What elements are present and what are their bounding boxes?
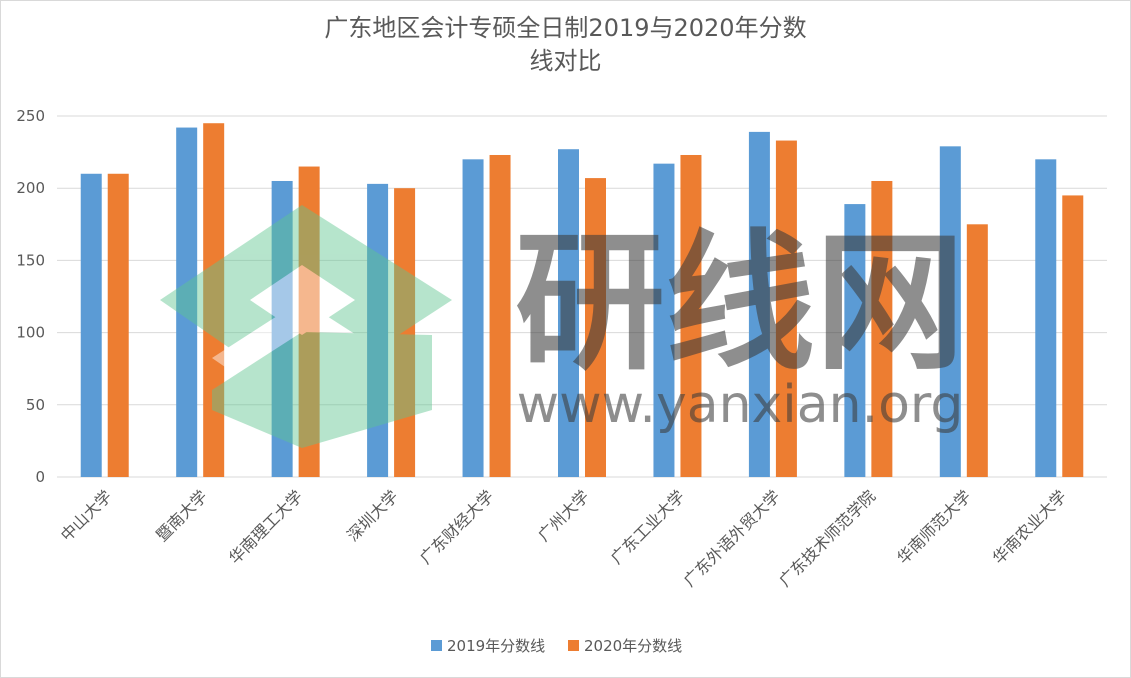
chart-title-line1: 广东地区会计专硕全日制2019与2020年分数: [324, 14, 807, 42]
x-tick-label: 深圳大学: [343, 486, 402, 545]
bars: [80, 123, 1084, 478]
logo-icon: [160, 205, 452, 448]
x-tick-label: 广东外语外贸大学: [680, 486, 784, 590]
y-tick-label: 50: [26, 396, 45, 414]
watermark: 研线网 www.yanxian.org: [160, 205, 965, 448]
x-tick-label: 华南农业大学: [989, 486, 1070, 567]
bar-2019-6: [653, 163, 675, 478]
bar-2020-5: [585, 178, 606, 478]
y-tick-label: 150: [16, 251, 45, 269]
x-tick-label: 广东技术师范学院: [775, 486, 879, 590]
y-axis-ticks: 0 50 100 150 200 250: [16, 107, 45, 486]
bar-2020-10: [1062, 195, 1084, 478]
x-tick-label: 华南理工大学: [225, 486, 306, 567]
legend-swatch: [568, 640, 579, 651]
bar-2020-3: [394, 188, 416, 477]
bar-2019-0: [80, 173, 102, 477]
x-tick-label: 华南师范大学: [893, 486, 974, 567]
y-tick-label: 250: [16, 107, 45, 125]
bar-2019-9: [939, 146, 961, 477]
bar-2019-1: [176, 127, 198, 477]
x-axis-labels: 中山大学 暨南大学 华南理工大学 深圳大学 广东财经大学 广州大学 广东工业大学广东外语外贸…: [57, 486, 1070, 590]
x-tick-label: 暨南大学: [152, 486, 211, 545]
y-tick-label: 200: [16, 179, 45, 197]
grid-lines: [57, 115, 1107, 478]
bar-2019-5: [558, 149, 579, 477]
bar-2020-0: [107, 173, 129, 477]
bar-2019-3: [367, 183, 389, 478]
bar-2020-6: [680, 154, 702, 477]
bar-2020-4: [489, 154, 511, 477]
legend-label: 2020年分数线: [584, 637, 682, 655]
watermark-main: 研线网: [515, 217, 965, 391]
x-tick-label: 广东财经大学: [416, 486, 497, 567]
bar-2020-2: [298, 166, 320, 478]
legend: 2019年分数线 2020年分数线: [431, 637, 682, 655]
bar-2019-10: [1035, 159, 1057, 477]
x-tick-label: 中山大学: [57, 486, 116, 545]
bar-2020-9: [966, 224, 988, 477]
bar-2019-2: [271, 180, 293, 478]
x-tick-label: 广州大学: [534, 486, 593, 545]
x-tick-label: 广东工业大学: [607, 486, 688, 567]
bar-2020-1: [203, 123, 225, 477]
chart-title-line2: 线对比: [529, 47, 602, 75]
y-tick-label: 100: [16, 324, 45, 342]
bar-2019-7: [748, 131, 770, 477]
legend-swatch: [431, 640, 442, 651]
chart-title: 广东地区会计专硕全日制2019与2020年分数 线对比: [0, 12, 1131, 78]
bar-2019-8: [844, 204, 866, 478]
bar-2019-4: [462, 159, 484, 477]
bar-2020-8: [871, 180, 893, 478]
bar-2020-7: [775, 140, 797, 477]
y-tick-label: 0: [35, 468, 45, 486]
legend-label: 2019年分数线: [447, 637, 545, 655]
watermark-url: www.yanxian.org: [517, 375, 964, 435]
